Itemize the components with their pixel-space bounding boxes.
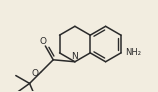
Text: NH₂: NH₂ xyxy=(125,48,141,57)
Text: N: N xyxy=(72,52,78,61)
Text: O: O xyxy=(40,37,47,46)
Text: O: O xyxy=(31,69,38,78)
